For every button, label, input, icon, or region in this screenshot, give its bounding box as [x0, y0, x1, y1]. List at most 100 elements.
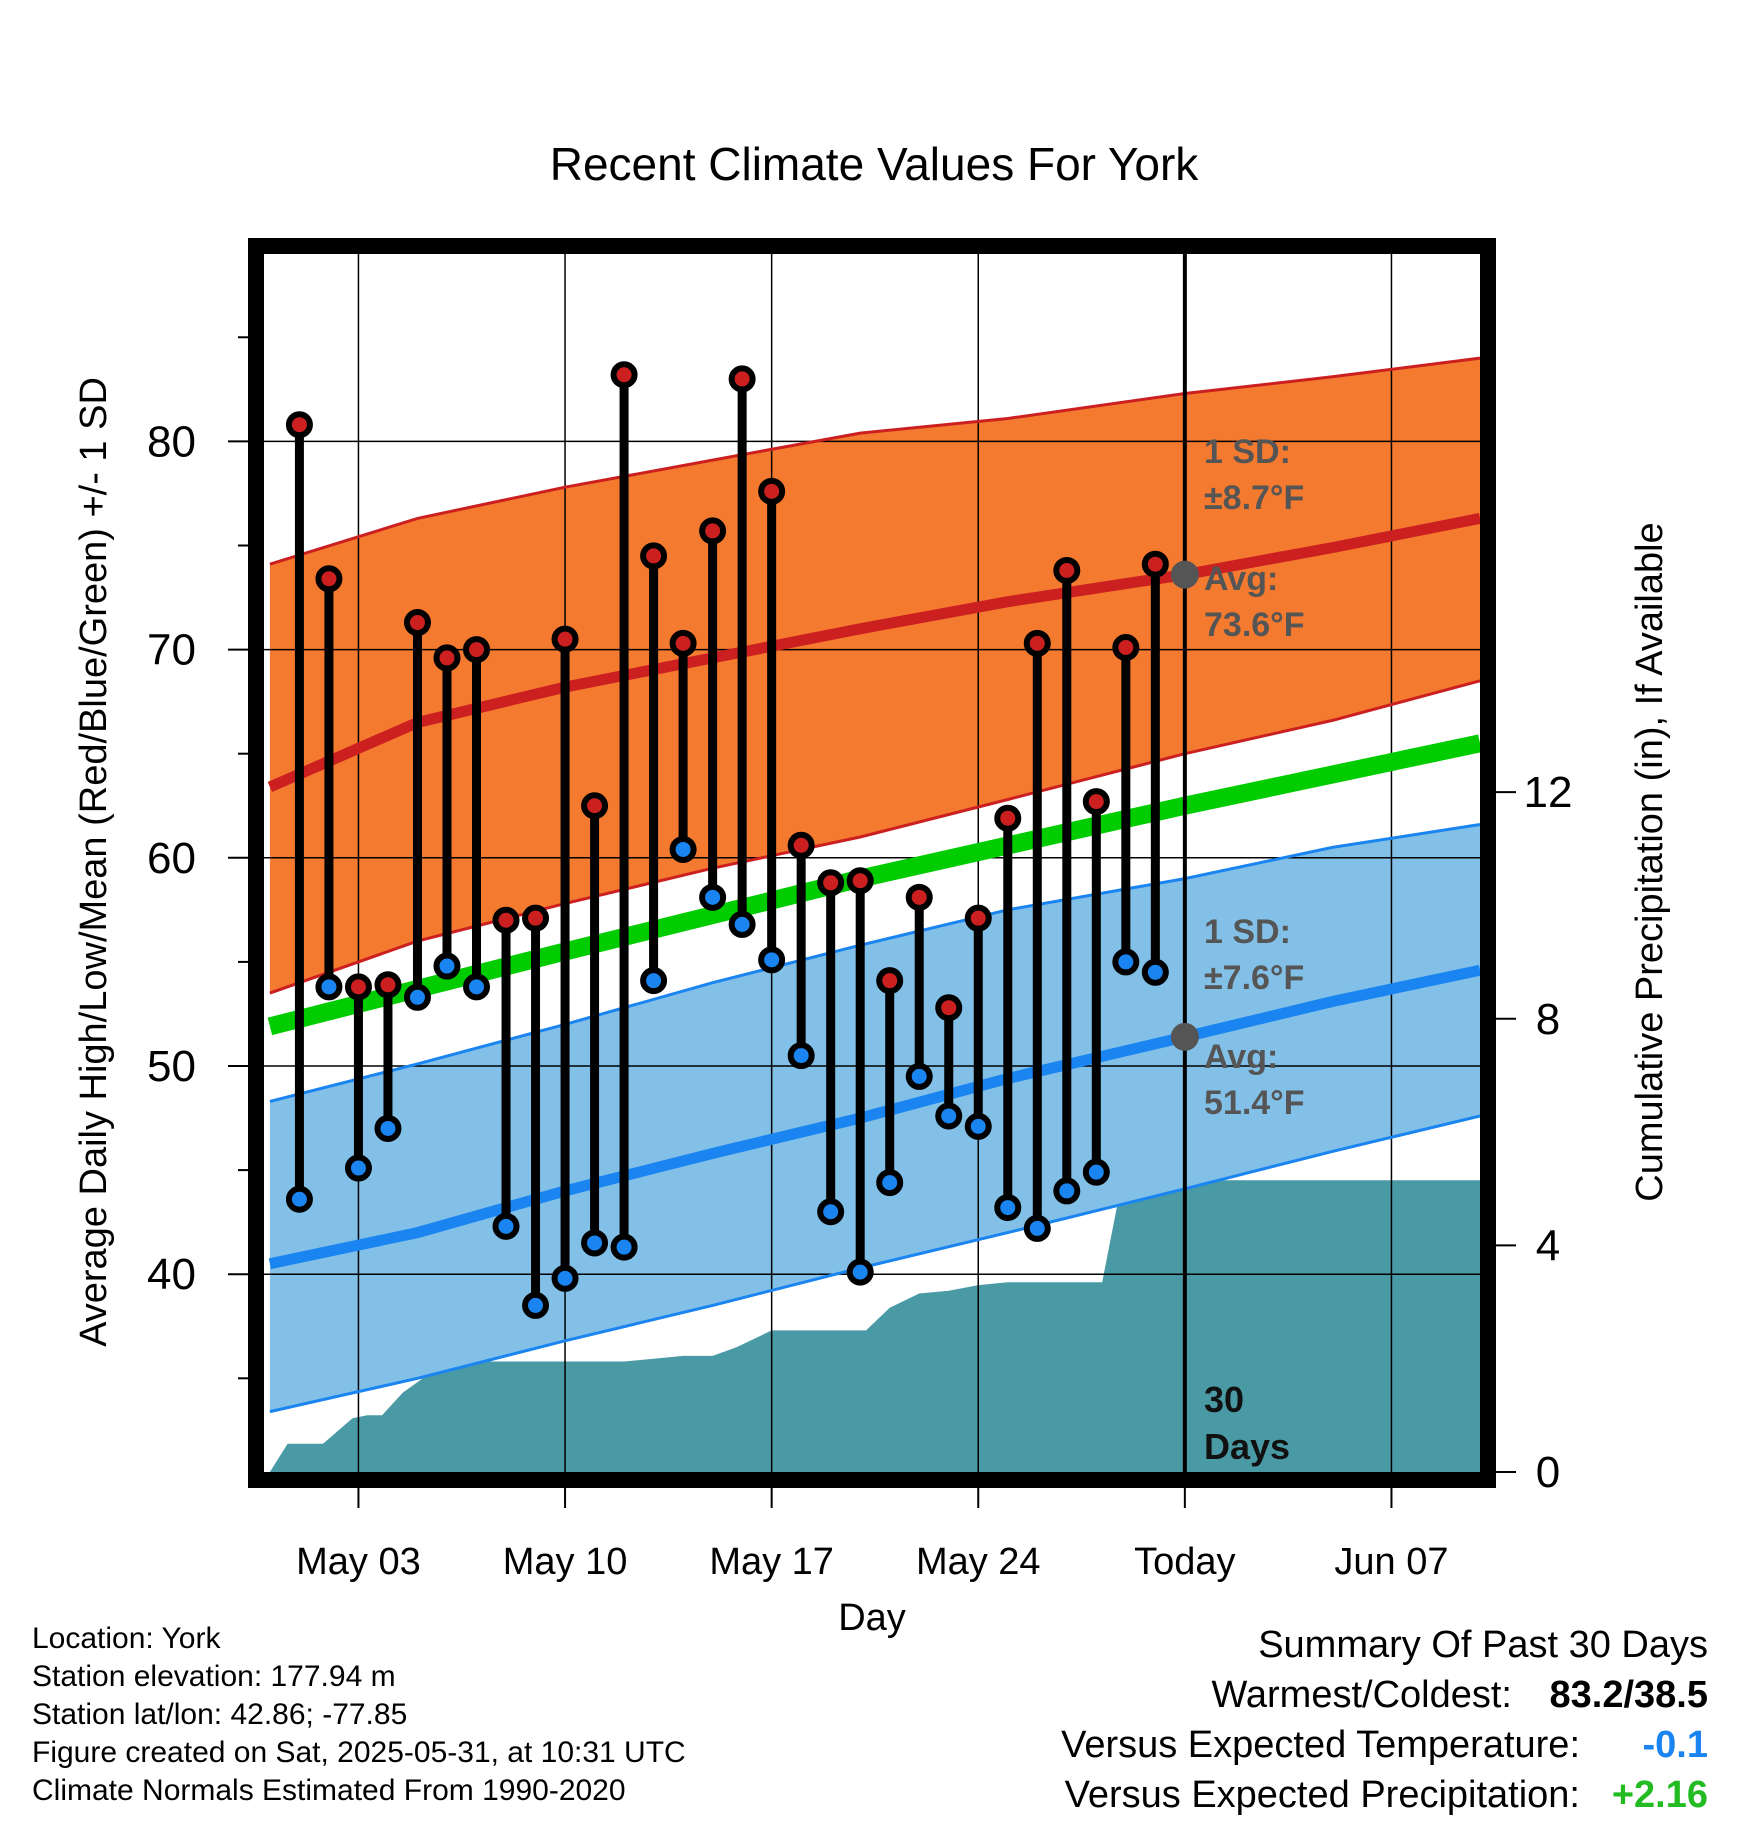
daily-low-point [1141, 958, 1169, 986]
daily-low-point [905, 1062, 933, 1090]
y-axis-label-right: Cumulative Precipitation (in), If Availa… [1629, 522, 1671, 1201]
station-info: Location: York Station elevation: 177.94… [32, 1620, 686, 1810]
daily-low-point [817, 1198, 845, 1226]
daily-high-point [846, 867, 874, 895]
bottom-axis: May 03 May 10 May 17 May 24 Today Jun 07 [296, 1488, 1449, 1583]
precipitation-departure-value: +2.16 [1611, 1774, 1708, 1816]
daily-high-point [344, 973, 372, 1001]
days-window-unit: Days [1204, 1426, 1290, 1467]
daily-low-point [787, 1042, 815, 1070]
high-sd-band [269, 358, 1480, 994]
daily-low-point [964, 1112, 992, 1140]
daily-high-point [285, 411, 313, 439]
high-avg-marker [1170, 560, 1199, 589]
daily-high-point [522, 904, 550, 932]
daily-low-point [728, 910, 756, 938]
daily-high-point [1141, 550, 1169, 578]
daily-low-point [551, 1264, 579, 1292]
days-window-number: 30 [1204, 1379, 1244, 1420]
low-sd-value: ±7.6°F [1204, 959, 1304, 997]
normal-high-line [267, 513, 1482, 793]
x-tick-label: Today [1134, 1541, 1235, 1583]
y-tick-label-right: 12 [1524, 768, 1573, 817]
daily-high-point [787, 831, 815, 859]
warmest-coldest-row: Warmest/Coldest: 83.2/38.5 [808, 1670, 1708, 1720]
daily-low-point [1082, 1158, 1110, 1186]
created-text: Figure created on Sat, 2025-05-31, at 10… [32, 1736, 686, 1769]
y-tick-label-left: 40 [147, 1250, 196, 1299]
low-sd-label: 1 SD: [1204, 913, 1291, 951]
daily-high-point [374, 971, 402, 999]
daily-high-point [640, 542, 668, 570]
chart-title: Recent Climate Values For York [550, 138, 1200, 190]
low-avg-label: Avg: [1204, 1038, 1278, 1076]
daily-low-point [403, 983, 431, 1011]
high-avg-value: 73.6°F [1204, 606, 1305, 644]
normals-text: Climate Normals Estimated From 1990-2020 [32, 1774, 626, 1807]
daily-high-point [1082, 788, 1110, 816]
right-axis: 0 4 8 12 [1496, 768, 1572, 1497]
y-tick-label-left: 60 [147, 834, 196, 883]
location-text: Location: York [32, 1622, 221, 1655]
high-sd-upper-line [269, 356, 1481, 566]
daily-low-point [699, 883, 727, 911]
x-tick-label: Jun 07 [1334, 1541, 1448, 1583]
daily-high-point [551, 625, 579, 653]
daily-low-point [846, 1258, 874, 1286]
daily-low-point [994, 1194, 1022, 1222]
daily-low-point [492, 1212, 520, 1240]
summary-title: Summary Of Past 30 Days [1258, 1624, 1708, 1666]
daily-temperature-bars [285, 361, 1169, 1319]
high-sd-label: 1 SD: [1204, 433, 1291, 471]
y-tick-label-right: 0 [1536, 1448, 1560, 1497]
daily-low-point [640, 967, 668, 995]
daily-low-point [1023, 1214, 1051, 1242]
daily-high-point [581, 792, 609, 820]
daily-high-point [699, 517, 727, 545]
daily-high-point [1112, 634, 1140, 662]
precipitation-departure-label: Versus Expected Precipitation: [1064, 1774, 1580, 1816]
daily-low-point [463, 973, 491, 1001]
x-tick-label: May 24 [916, 1541, 1041, 1583]
latlon-text: Station lat/lon: 42.86; -77.85 [32, 1698, 408, 1731]
daily-high-point [463, 636, 491, 664]
x-tick-label: May 03 [296, 1541, 421, 1583]
y-tick-label-left: 70 [147, 626, 196, 675]
daily-high-point [994, 804, 1022, 832]
daily-low-point [758, 946, 786, 974]
daily-low-point [1112, 948, 1140, 976]
x-tick-label: May 17 [709, 1541, 834, 1583]
y-axis-label-left: Average Daily High/Low/Mean (Red/Blue/Gr… [73, 377, 115, 1347]
daily-high-point [669, 629, 697, 657]
daily-low-point [1053, 1177, 1081, 1205]
y-tick-label-right: 4 [1536, 1221, 1560, 1270]
daily-high-point [728, 365, 756, 393]
daily-low-point [581, 1229, 609, 1257]
warmest-coldest-label: Warmest/Coldest: [1211, 1674, 1512, 1716]
daily-low-point [433, 952, 461, 980]
y-tick-label-right: 8 [1536, 995, 1560, 1044]
high-sd-value: ±8.7°F [1204, 479, 1304, 517]
daily-high-point [964, 904, 992, 932]
x-axis-label: Day [838, 1597, 906, 1639]
daily-low-point [315, 973, 343, 1001]
daily-high-point [403, 609, 431, 637]
x-tick-label: May 10 [503, 1541, 628, 1583]
warmest-coldest-value: 83.2/38.5 [1549, 1674, 1708, 1716]
daily-high-point [1053, 556, 1081, 584]
precipitation-departure-row: Versus Expected Precipitation: +2.16 [808, 1770, 1708, 1820]
y-tick-label-left: 80 [147, 417, 196, 466]
temperature-departure-row: Versus Expected Temperature: -0.1 [808, 1720, 1708, 1770]
y-tick-label-left: 50 [147, 1042, 196, 1091]
plot-frame [248, 238, 1496, 1488]
temperature-departure-label: Versus Expected Temperature: [1061, 1724, 1580, 1766]
daily-high-point [1023, 629, 1051, 657]
daily-high-point [905, 883, 933, 911]
daily-high-point [492, 906, 520, 934]
precipitation-area [269, 1180, 1480, 1472]
daily-low-point [522, 1291, 550, 1319]
elevation-text: Station elevation: 177.94 m [32, 1660, 396, 1693]
daily-high-point [315, 565, 343, 593]
days-window-label: 30 Days [1204, 1379, 1290, 1467]
summary-panel: Summary Of Past 30 Days Warmest/Coldest:… [808, 1620, 1708, 1820]
